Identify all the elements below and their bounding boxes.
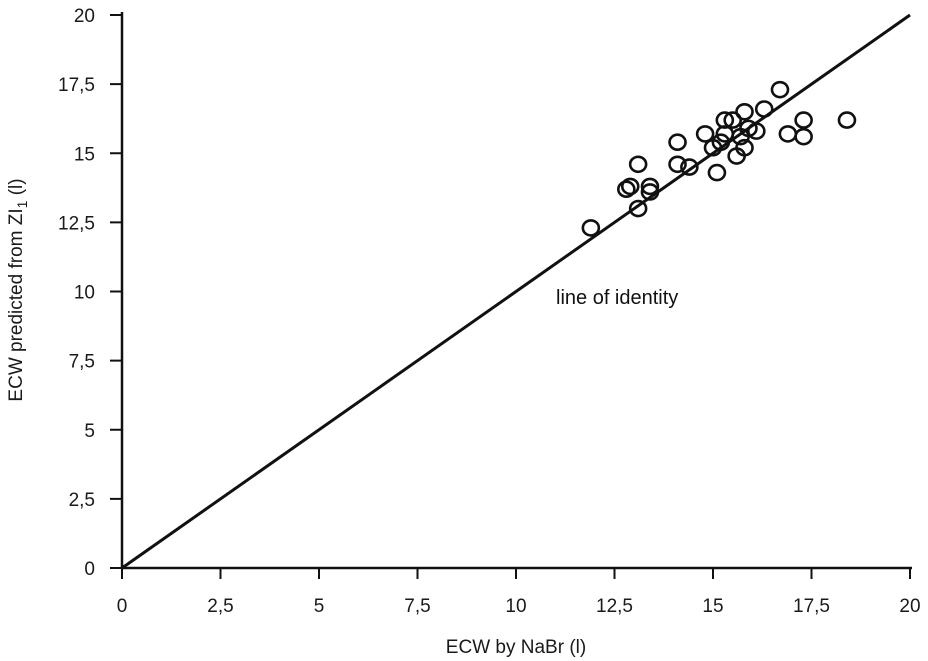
data-point: [668, 155, 687, 174]
x-tick-label: 12,5: [596, 596, 633, 617]
identity-line: [121, 13, 911, 570]
plot-area: 0 2,5 5 7,5 10 12,5 15 17,5 20 0 2,5 5 7,5 10 12,5 15 1…: [58, 6, 921, 617]
y-axis-title: ECW predicted from ZI1 (l): [6, 178, 30, 401]
y-axis-title-subscript: 1: [14, 200, 30, 208]
y-tick-label: 5: [84, 421, 95, 442]
x-tick-label: 10: [505, 596, 526, 617]
y-tick-label: 2,5: [69, 490, 95, 511]
data-point: [628, 199, 648, 218]
data-point: [581, 219, 601, 237]
y-axis-title-unit: (l): [6, 178, 27, 200]
data-point: [723, 111, 743, 129]
y-tick-label: 20: [74, 6, 95, 27]
x-tick-label: 7,5: [404, 596, 430, 617]
x-tick-label: 2,5: [207, 596, 233, 617]
data-point: [837, 111, 857, 129]
data-point: [668, 133, 687, 151]
data-point: [794, 127, 813, 146]
data-point: [640, 183, 660, 201]
data-point: [735, 138, 754, 157]
y-tick-label: 0: [84, 559, 95, 580]
data-point: [754, 100, 774, 118]
x-tick-label: 17,5: [793, 596, 830, 617]
data-point: [707, 163, 727, 182]
data-point: [620, 177, 640, 196]
y-tick-label: 12,5: [58, 213, 95, 234]
x-tick-label: 20: [899, 596, 920, 617]
data-point: [640, 177, 660, 196]
y-tick-label: 15: [74, 144, 95, 165]
data-point: [735, 102, 754, 121]
data-points: [581, 80, 857, 237]
y-ticks: 0 2,5 5 7,5 10 12,5 15 17,5 20: [58, 6, 122, 580]
data-point: [739, 119, 758, 138]
y-axis-title-main: ECW predicted from ZI: [6, 208, 27, 401]
data-point: [747, 122, 766, 140]
data-point: [794, 111, 813, 129]
y-tick-label: 17,5: [58, 75, 95, 96]
x-tick-label: 15: [702, 596, 723, 617]
x-ticks: 0 2,5 5 7,5 10 12,5 15 17,5 20: [117, 568, 921, 617]
x-tick-label: 0: [117, 596, 128, 617]
data-point: [778, 125, 798, 143]
x-tick-label: 5: [314, 596, 325, 617]
x-axis-title: ECW by NaBr (l): [446, 637, 586, 658]
data-point: [695, 125, 715, 143]
data-point: [617, 180, 636, 198]
data-point: [711, 133, 731, 151]
data-point: [628, 155, 648, 174]
y-tick-label: 7,5: [69, 352, 95, 373]
data-point: [680, 158, 699, 176]
y-tick-label: 10: [74, 283, 95, 304]
identity-line-label: line of identity: [556, 287, 678, 309]
data-point: [770, 80, 790, 99]
